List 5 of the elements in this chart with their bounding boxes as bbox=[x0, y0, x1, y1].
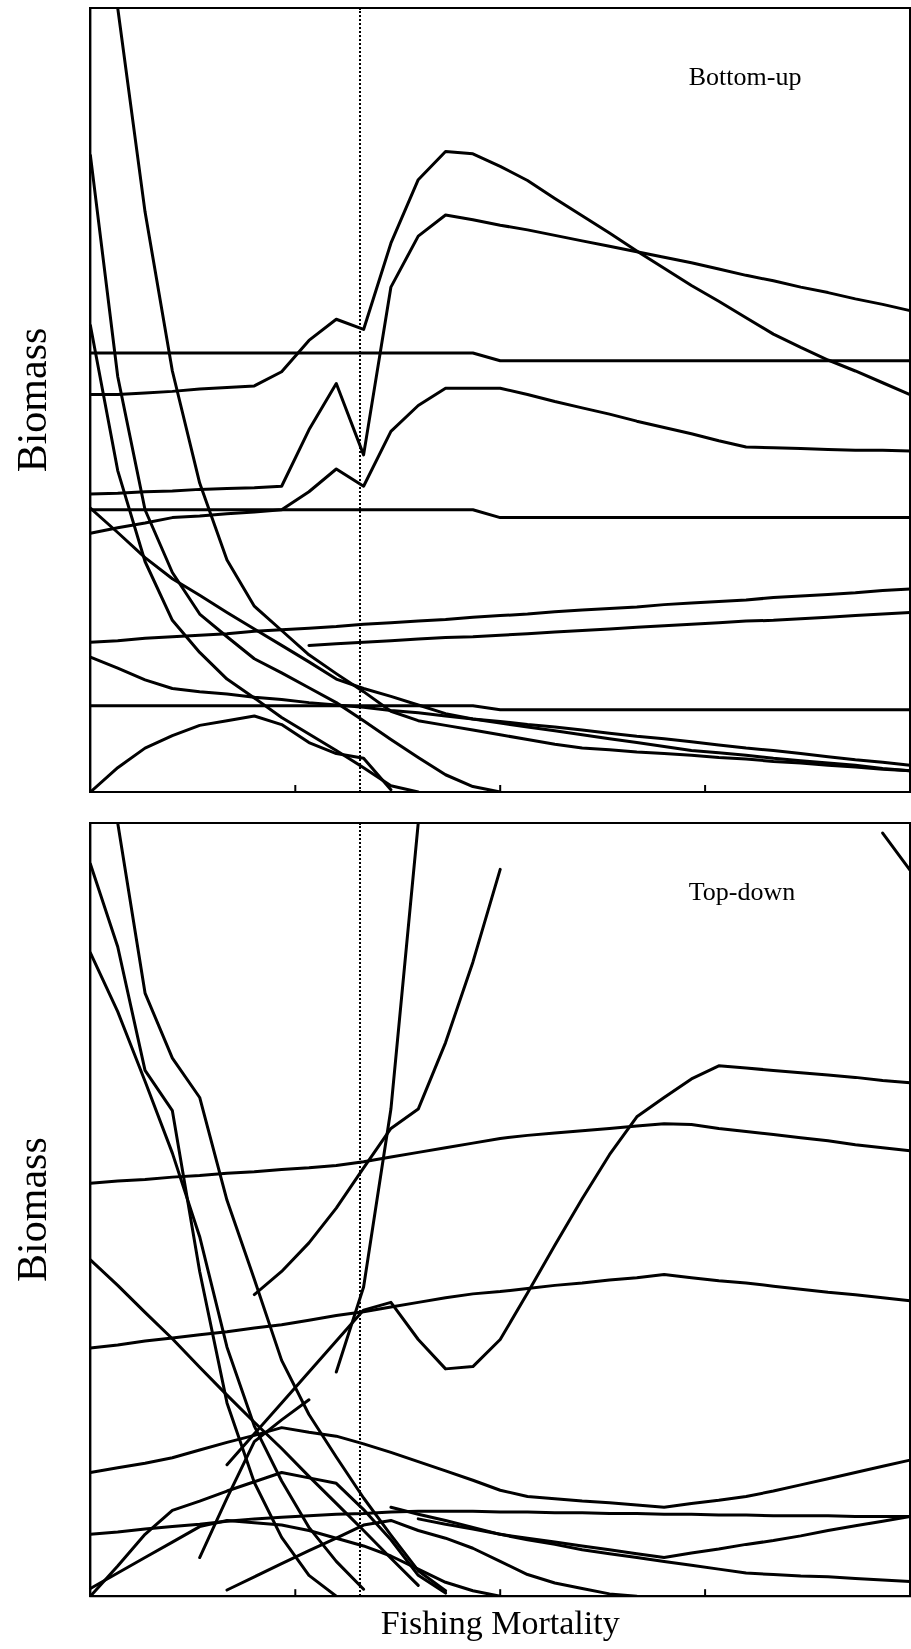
x-axis-title: Fishing Mortality bbox=[380, 1603, 620, 1641]
y-axis-title: Biomass bbox=[9, 1137, 56, 1282]
y-axis-title: Biomass bbox=[9, 327, 56, 473]
annotation: Bottom-up bbox=[688, 61, 802, 91]
annotation: Top-down bbox=[688, 876, 796, 906]
